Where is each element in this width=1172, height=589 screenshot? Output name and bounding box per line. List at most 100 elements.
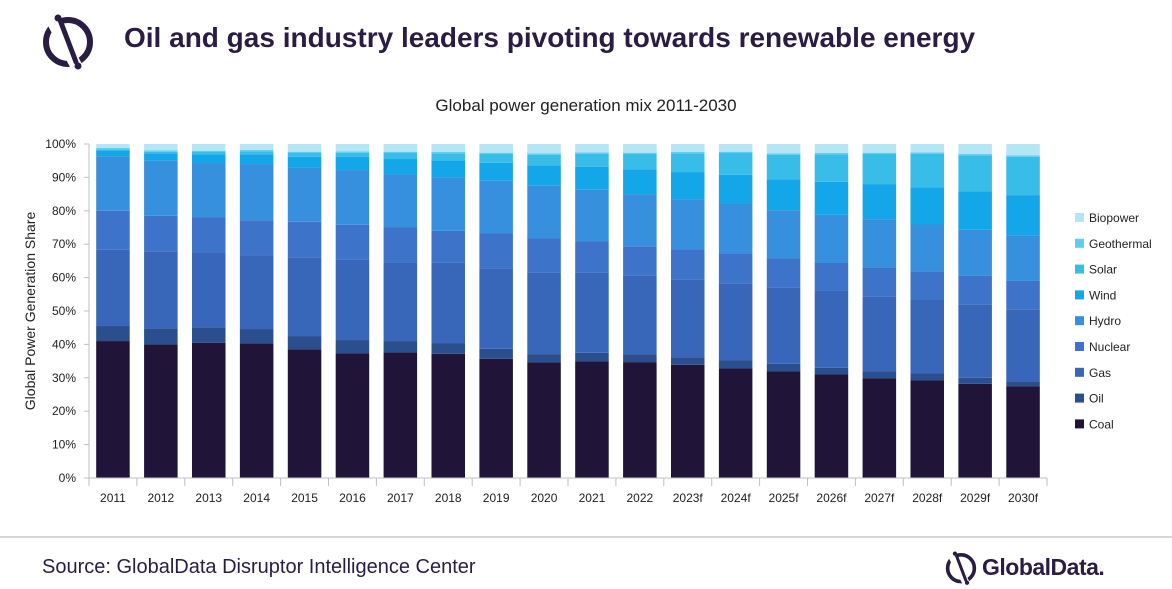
bar-segment-oil-2015 [287,336,322,350]
bar-segment-coal-2011 [96,341,130,478]
bar-segment-gas-2028f [910,299,945,374]
bar-segment-wind-2026f [814,181,849,215]
bar-segment-oil-2022 [623,354,657,363]
x-tick-label: 2029f [960,491,991,505]
bar-segment-geothermal-2020 [527,153,561,155]
bar-segment-geothermal-2022 [623,152,657,155]
x-tick-label: 2026f [816,491,847,505]
bar-segment-geothermal-2016 [335,151,370,153]
bar-segment-biopower-2011 [96,144,130,149]
bar-segment-coal-2025f [766,371,801,478]
bar-segment-biopower-2017 [383,144,418,152]
bar-segment-coal-2029f [958,383,992,478]
bar-segment-oil-2030f [1006,381,1040,387]
legend-label-hydro: Hydro [1089,314,1121,328]
bar-segment-hydro-2021 [575,189,609,242]
bar-segment-biopower-2015 [287,144,322,152]
bar-segment-geothermal-2026f [814,153,849,155]
bar-segment-coal-2014 [239,343,274,478]
x-tick-label: 2025f [769,491,800,505]
bar-segment-oil-2024f [718,360,753,369]
bar-segment-biopower-2021 [575,144,609,153]
bar-segment-gas-2013 [191,252,226,328]
page-headline: Oil and gas industry leaders pivoting to… [124,22,976,53]
bar-segment-nuclear-2013 [191,217,226,253]
legend-label-geothermal: Geothermal [1089,237,1152,251]
bar-segment-gas-2016 [335,259,370,341]
x-tick-label: 2027f [864,491,895,505]
bar-segment-wind-2021 [575,166,609,190]
legend-label-biopower: Biopower [1089,211,1139,225]
bar-segment-hydro-2029f [958,229,992,276]
bar-segment-nuclear-2029f [958,275,992,305]
bar-segment-coal-2028f [910,380,945,478]
bar-segment-hydro-2030f [1006,235,1040,281]
legend-label-oil: Oil [1089,392,1104,406]
bar-segment-solar-2025f [766,154,801,180]
bar-segment-nuclear-2030f [1006,280,1040,310]
bar-segment-solar-2023f [670,153,705,173]
source-note: Source: GlobalData Disruptor Intelligenc… [42,556,476,578]
bar-segment-solar-2029f [958,155,992,192]
legend-swatch-hydro [1075,316,1084,326]
legend-swatch-biopower [1075,213,1084,222]
bar-segment-wind-2030f [1006,195,1040,236]
bar-segment-oil-2025f [766,363,801,372]
bar-segment-biopower-2014 [239,144,274,151]
legend-label-solar: Solar [1089,263,1117,277]
bar-segment-nuclear-2028f [910,271,945,300]
bar-segment-solar-2030f [1006,156,1040,196]
bar-segment-solar-2011 [96,149,130,151]
bar-segment-geothermal-2013 [191,150,226,153]
bar-segment-oil-2020 [527,354,561,363]
bar-segment-hydro-2023f [670,199,705,250]
legend-label-nuclear: Nuclear [1089,340,1130,354]
y-tick-label: 20% [52,404,76,418]
bar-segment-biopower-2030f [1006,144,1040,156]
x-tick-label: 2024f [721,491,752,505]
bar-segment-oil-2029f [958,377,992,384]
bar-segment-hydro-2016 [335,170,370,225]
bar-segment-solar-2021 [575,153,609,167]
bar-segment-hydro-2022 [623,194,657,247]
bar-segment-biopower-2025f [766,144,801,154]
brand-name: GlobalData. [982,554,1105,580]
legend-swatch-wind [1075,290,1084,300]
bar-segment-geothermal-2018 [431,152,466,154]
bar-segment-hydro-2014 [239,164,274,221]
bar-segment-coal-2030f [1006,386,1040,478]
bar-segment-geothermal-2024f [718,151,753,154]
bar-segment-coal-2019 [479,358,513,478]
bar-segment-coal-2015 [287,349,322,478]
bar-segment-biopower-2028f [910,144,945,153]
bar-segment-biopower-2020 [527,144,561,154]
footer-divider [0,536,1172,538]
bar-segment-gas-2024f [718,283,753,361]
bar-segment-gas-2023f [670,279,705,358]
bar-segment-geothermal-2015 [287,151,322,154]
bar-segment-wind-2017 [383,159,418,175]
bar-segment-nuclear-2014 [239,220,274,256]
bar-segment-nuclear-2027f [862,267,897,297]
bar-segment-geothermal-2027f [862,152,897,155]
bar-segment-wind-2024f [718,174,753,204]
bar-segment-gas-2025f [766,287,801,364]
bar-segment-geothermal-2011 [96,148,130,150]
x-tick-label: 2028f [912,491,943,505]
bar-segment-biopower-2027f [862,144,897,153]
bar-segment-hydro-2019 [479,180,513,234]
bar-segment-solar-2026f [814,154,849,182]
bar-segment-oil-2014 [239,329,274,344]
bar-segment-hydro-2017 [383,174,418,228]
x-tick-label: 2020 [531,491,558,505]
bar-segment-gas-2026f [814,290,849,368]
bar-segment-biopower-2016 [335,144,370,152]
y-tick-label: 50% [52,304,76,318]
bar-segment-coal-2021 [575,361,609,478]
bar-segment-geothermal-2014 [239,150,274,152]
x-tick-label: 2019 [483,491,510,505]
bar-segment-biopower-2029f [958,144,992,155]
bar-segment-oil-2019 [479,348,513,359]
y-axis-title: Global Power Generation Share [22,212,38,411]
legend-label-gas: Gas [1089,366,1111,380]
